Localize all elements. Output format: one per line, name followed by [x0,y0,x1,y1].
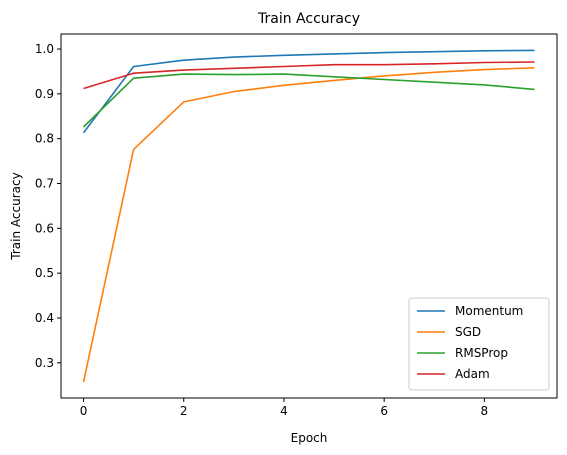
y-tick-label: 0.9 [35,87,54,101]
y-tick-label: 0.7 [35,177,54,191]
x-axis: 0 2 4 6 8 [80,398,488,418]
chart-title: Train Accuracy [257,11,360,27]
x-axis-label: Epoch [291,431,328,445]
legend-label: RMSProp [455,346,508,360]
series-layer [82,49,535,383]
legend-label: SGD [455,325,481,339]
x-tick-label: 8 [481,404,489,418]
x-tick-label: 2 [180,404,188,418]
y-tick-label: 0.8 [35,132,54,146]
plot-area [60,33,558,399]
series-line-1 [82,67,535,383]
legend-label: Momentum [455,304,523,318]
y-tick-label: 1.0 [35,42,54,56]
y-axis-label: Train Accuracy [9,172,23,260]
y-tick-label: 0.4 [35,311,54,325]
x-tick-label: 0 [80,404,88,418]
legend: Momentum SGD RMSProp Adam [408,297,550,391]
legend-label: Adam [455,367,490,381]
series-line-3 [83,61,535,90]
y-tick-label: 0.3 [35,356,54,370]
y-tick-label: 0.5 [35,266,54,280]
series-line-2 [82,73,535,128]
y-tick-label: 0.6 [35,221,54,235]
x-tick-label: 4 [280,404,288,418]
y-axis: 0.3 0.4 0.5 0.6 0.7 0.8 0.9 1.0 [35,42,61,370]
plot-frame [60,33,558,399]
legend-box [408,297,550,391]
x-tick-label: 6 [380,404,388,418]
series-line-0 [82,49,535,134]
